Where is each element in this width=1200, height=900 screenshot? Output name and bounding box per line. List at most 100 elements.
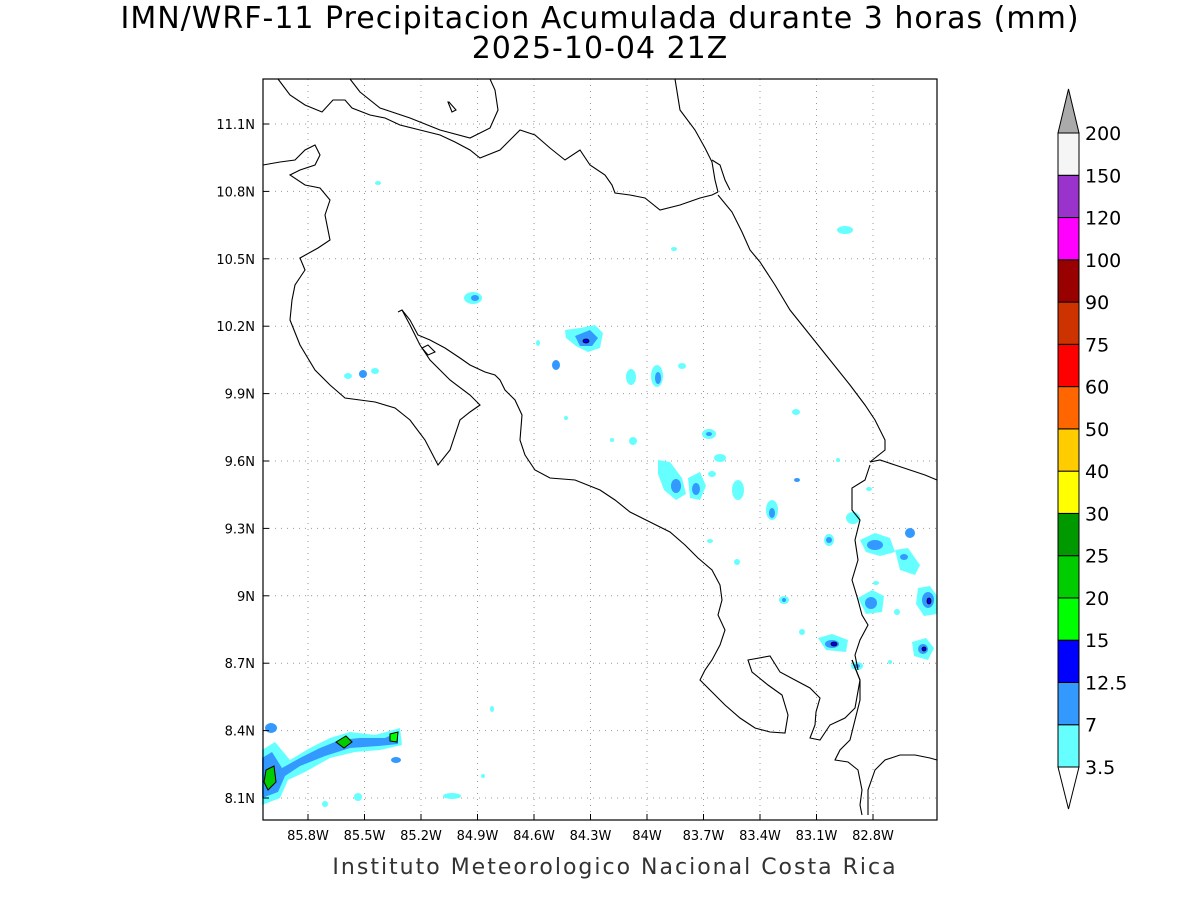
gridlines [263, 79, 937, 820]
colorbar-swatch [1057, 132, 1080, 176]
rain-cell-central-core [582, 338, 590, 344]
rain-cell [471, 295, 479, 301]
nicaragua-border-west [277, 78, 719, 211]
rain-band-southwest-7mm [262, 732, 398, 798]
colorbar-label: 15 [1085, 630, 1109, 652]
colorbar-lower-extension [1057, 766, 1080, 810]
colorbar-swatch [1057, 301, 1080, 345]
colorbar-swatch [1057, 512, 1080, 557]
precipitation-areas [262, 181, 937, 807]
lat-tick-label: 10.8N [216, 185, 255, 200]
rain-cell [443, 793, 461, 799]
island-nicoya [421, 344, 436, 356]
rain-cell [894, 609, 900, 615]
rain-cell [344, 373, 352, 379]
lon-tick-label: 84.3W [570, 829, 612, 844]
lat-tick-label: 11.1N [216, 118, 255, 133]
lon-tick-label: 85.2W [400, 829, 442, 844]
lon-tick-label: 82.8W [852, 829, 894, 844]
lake-nicaragua-shore [349, 78, 499, 139]
colorbar-label: 90 [1085, 292, 1109, 314]
rain-core-southwest-2 [335, 735, 353, 749]
colorbar-label: 60 [1085, 377, 1109, 399]
colorbar-label: 100 [1085, 250, 1121, 272]
rain-cell [391, 757, 401, 763]
rain-cell [692, 483, 700, 495]
lon-tick-label: 83.4W [739, 829, 781, 844]
rain-cell [490, 706, 494, 712]
lat-tick-label: 8.7N [225, 657, 255, 672]
panama-pacific-coast [867, 754, 938, 815]
rain-cell [830, 641, 838, 647]
rain-cell [921, 646, 927, 652]
rain-cell-southeast-2 [895, 548, 920, 575]
lat-tick-label: 9.9N [225, 388, 255, 403]
rain-cell [322, 801, 328, 807]
lat-tick-label: 9N [237, 590, 255, 605]
precipitation-colorbar-legend: 3.5 7 12.5 15 20 25 30 40 50 60 75 90 100 120 150 200 [1057, 88, 1127, 810]
caribbean-coast [717, 194, 886, 463]
rain-cell [354, 793, 362, 801]
colorbar-swatch [1057, 639, 1080, 683]
rain-cell [865, 597, 877, 609]
colorbar-label: 20 [1085, 588, 1109, 610]
rain-cell [866, 487, 872, 491]
rain-cell [655, 372, 661, 384]
rain-cell [799, 629, 805, 635]
lon-tick-label: 84W [632, 829, 662, 844]
colorbar-swatch [1057, 724, 1080, 768]
lat-tick-label: 10.2N [216, 320, 255, 335]
rain-cell [732, 480, 744, 500]
colorbar-label: 12.5 [1085, 672, 1127, 694]
colorbar-label: 25 [1085, 546, 1109, 568]
lon-tick-label: 84.6W [513, 829, 555, 844]
rain-cell [867, 540, 883, 550]
rain-cell [769, 508, 775, 518]
colorbar-label: 30 [1085, 503, 1109, 525]
rain-cell-south-central [658, 460, 686, 500]
lon-tick-label: 85.8W [287, 829, 329, 844]
colorbar-label: 3.5 [1085, 757, 1115, 779]
colorbar-label: 75 [1085, 334, 1109, 356]
lat-tick-label: 9.3N [225, 522, 255, 537]
colorbar-swatch [1057, 386, 1080, 430]
rain-core-southwest-3 [389, 731, 399, 743]
panama-caribbean-coast [869, 459, 938, 481]
lon-tick-label: 83.1W [796, 829, 838, 844]
rain-cell [792, 409, 800, 415]
latitude-axis: 11.1N 10.8N 10.5N 10.2N 9.9N 9.6N 9.3N 9N 8.7N 8.… [216, 118, 269, 807]
rain-cell [837, 226, 853, 234]
colorbar-label: 120 [1085, 208, 1121, 230]
colorbar-label: 200 [1085, 123, 1121, 145]
colorbar-swatch [1057, 217, 1080, 261]
rain-cell [671, 247, 677, 251]
rain-cell [626, 369, 636, 385]
rain-cell [265, 723, 277, 733]
burica-coast [834, 659, 863, 816]
rain-cell [536, 340, 540, 346]
rain-cell [794, 478, 800, 482]
rain-cell-central-7mm [575, 330, 598, 346]
colorbar-upper-extension [1057, 88, 1080, 134]
rain-cell [552, 360, 560, 370]
lon-tick-label: 84.9W [457, 829, 499, 844]
rain-cell [610, 438, 614, 442]
rain-cell [926, 597, 932, 605]
map-title: IMN/WRF-11 Precipitacion Acumulada duran… [120, 1, 1080, 36]
rain-band-southwest [262, 728, 402, 805]
coastlines-and-borders [262, 78, 938, 816]
colorbar-swatch [1057, 428, 1080, 472]
rain-cell [706, 432, 712, 436]
longitude-axis: 85.8W 85.5W 85.2W 84.9W 84.6W 84.3W 84W 83.7W 83… [287, 814, 894, 844]
rain-cell [375, 181, 381, 185]
nicaragua-caribbean-coast [674, 78, 719, 193]
rain-cell [629, 437, 637, 445]
colorbar-swatch [1057, 259, 1080, 303]
lon-tick-label: 85.5W [344, 829, 386, 844]
rain-cell [782, 598, 786, 602]
rain-cell [564, 416, 568, 420]
plot-frame [262, 78, 938, 821]
rain-cell [371, 368, 379, 374]
rain-cell [707, 539, 713, 543]
